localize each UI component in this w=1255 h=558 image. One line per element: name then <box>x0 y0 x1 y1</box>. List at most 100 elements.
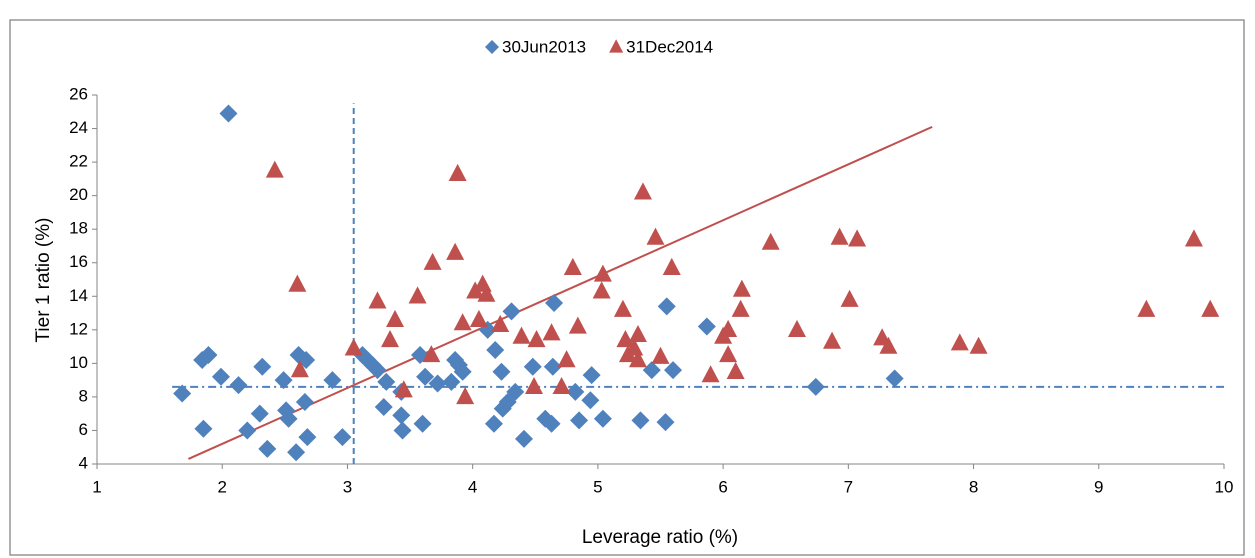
point <box>274 371 293 390</box>
point <box>731 299 750 317</box>
y-tick-label: 12 <box>69 319 88 338</box>
y-tick-label: 18 <box>69 219 88 238</box>
point <box>453 313 472 331</box>
point <box>969 336 988 354</box>
x-tick-label: 9 <box>1094 477 1103 496</box>
point <box>506 382 525 401</box>
point <box>633 182 652 200</box>
y-tick-label: 8 <box>79 386 88 405</box>
point <box>456 387 475 405</box>
point <box>413 414 432 433</box>
point <box>344 338 363 356</box>
point <box>229 376 248 395</box>
y-tick-label: 4 <box>79 453 88 472</box>
point <box>840 289 859 307</box>
point <box>253 357 272 376</box>
point <box>616 329 635 348</box>
point <box>726 361 745 379</box>
point <box>593 264 612 282</box>
point <box>525 376 544 395</box>
point <box>1201 299 1220 317</box>
point <box>416 367 435 386</box>
point <box>628 350 647 368</box>
x-tick-label: 4 <box>468 477 477 496</box>
point <box>552 376 571 395</box>
point <box>761 232 780 250</box>
point <box>563 257 582 275</box>
x-tick-label: 1 <box>92 477 101 496</box>
point <box>568 316 587 334</box>
y-tick-label: 6 <box>79 420 88 439</box>
point <box>719 319 738 338</box>
point <box>219 104 238 123</box>
point <box>613 299 632 317</box>
point <box>879 336 898 354</box>
point <box>662 257 681 275</box>
point <box>701 365 720 383</box>
point <box>512 326 531 344</box>
point <box>423 252 442 270</box>
point <box>651 346 670 364</box>
point <box>422 345 441 363</box>
point <box>657 297 676 316</box>
y-axis-title: Tier 1 ratio (%) <box>33 218 54 343</box>
point <box>848 229 867 247</box>
point <box>323 371 342 390</box>
point <box>646 227 665 245</box>
point <box>368 361 387 380</box>
point <box>393 421 412 440</box>
point <box>830 227 849 245</box>
point <box>527 329 546 348</box>
point <box>368 291 387 309</box>
point <box>448 163 467 182</box>
point <box>542 414 561 433</box>
point <box>628 324 647 343</box>
point <box>408 286 427 304</box>
point <box>492 362 511 381</box>
point <box>386 309 405 327</box>
point <box>374 397 393 416</box>
point <box>664 361 683 380</box>
x-tick-label: 6 <box>718 477 727 496</box>
point <box>428 374 447 393</box>
point <box>631 411 650 430</box>
point <box>265 160 284 178</box>
x-tick-label: 2 <box>217 477 226 496</box>
point <box>1184 229 1203 247</box>
point <box>697 317 716 336</box>
point <box>592 281 611 299</box>
point <box>392 406 411 425</box>
point <box>258 439 277 458</box>
point <box>523 357 542 376</box>
point <box>732 279 751 297</box>
point <box>453 362 472 381</box>
point <box>625 338 644 356</box>
point <box>377 372 396 391</box>
point <box>477 284 496 302</box>
point <box>656 413 675 432</box>
point <box>290 360 309 378</box>
x-tick-label: 10 <box>1215 477 1234 496</box>
legend-label: 31Dec2014 <box>626 37 713 56</box>
point <box>279 409 298 428</box>
point <box>885 369 904 388</box>
reference-line <box>188 125 933 460</box>
point <box>823 331 842 349</box>
point <box>806 377 825 396</box>
point <box>469 309 488 327</box>
point <box>557 350 576 368</box>
y-tick-label: 16 <box>69 252 88 271</box>
point <box>295 392 314 411</box>
point <box>442 372 461 391</box>
point <box>446 242 465 260</box>
point <box>381 329 400 348</box>
y-tick-label: 26 <box>69 84 88 103</box>
point <box>394 380 413 398</box>
x-tick-label: 3 <box>343 477 352 496</box>
legend: 30Jun2013 31Dec2014 <box>485 37 713 56</box>
x-tick-label: 8 <box>969 477 978 496</box>
y-tick-label: 24 <box>69 118 88 137</box>
y-tick-label: 20 <box>69 185 88 204</box>
point <box>287 443 306 462</box>
